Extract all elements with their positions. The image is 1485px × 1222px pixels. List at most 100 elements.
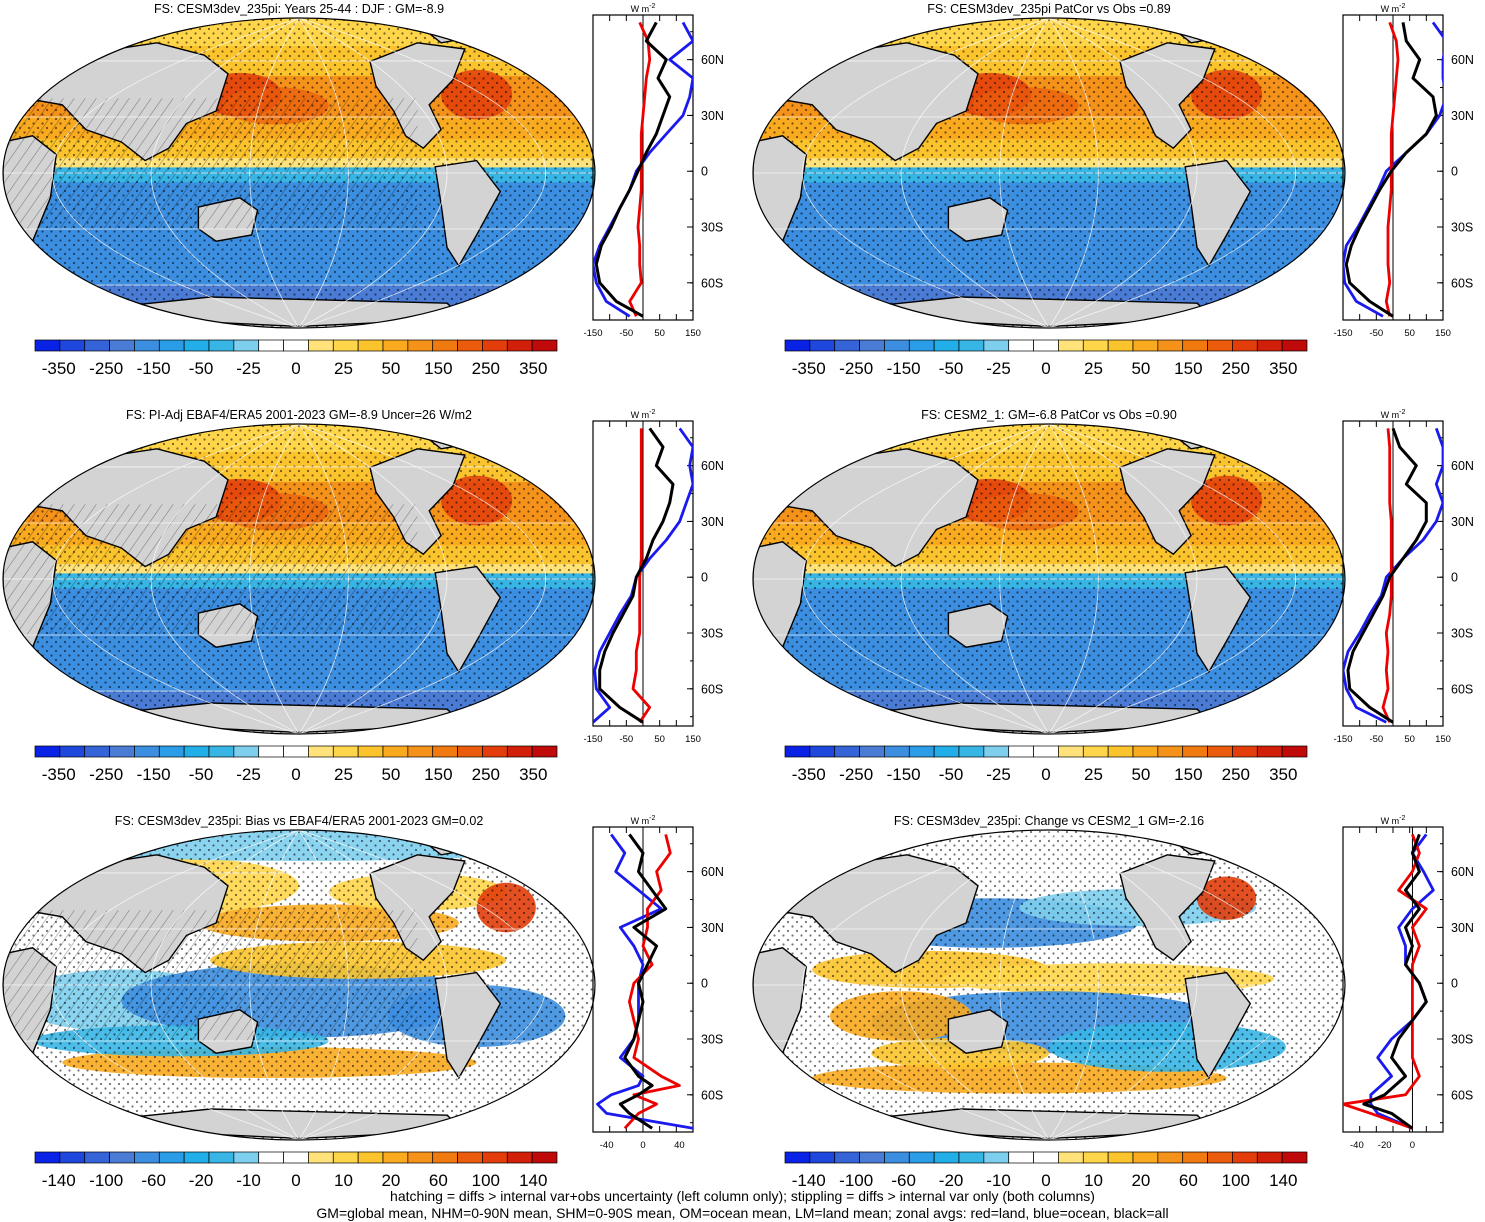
colorbar-box <box>308 745 334 758</box>
graticule-lon <box>298 830 448 1140</box>
zonal-series-ocean <box>596 833 693 1130</box>
x-tick-label: 0 <box>640 1140 645 1151</box>
colorbar-box <box>908 1151 935 1164</box>
colorbar-box <box>1256 1151 1283 1164</box>
colorbar-label: -10 <box>986 1171 1011 1190</box>
colorbar-box <box>1132 339 1159 352</box>
zonal-series-all <box>1362 833 1428 1130</box>
colorbar-label: 20 <box>1131 1171 1150 1190</box>
colorbar-label: -50 <box>189 765 214 784</box>
colorbar-box <box>884 339 910 352</box>
zonal-unit: W m-2 <box>1381 3 1406 14</box>
zonal-mean-panel: W m-2 60N 30N 0 30S 60S -150 -50 50 150 <box>1333 3 1473 339</box>
lat-label: 0 <box>701 977 708 991</box>
x-tick-label: -150 <box>583 734 602 745</box>
colorbar-box <box>933 745 960 758</box>
colorbar-label: -20 <box>189 1171 214 1190</box>
lat-label: 60N <box>701 459 724 473</box>
colorbar-box <box>283 339 309 352</box>
colorbar-box <box>1232 339 1258 352</box>
panel-4: FS: CESM2_1: GM=-6.8 PatCor vs Obs =0.90… <box>752 408 1474 784</box>
graticule-lon <box>1048 830 1099 1140</box>
colorbar-label: 140 <box>519 1171 547 1190</box>
x-tick-label: 150 <box>685 734 701 745</box>
colorbar: -350 -250 -150 -50 -25 0 25 50 150 250 350 <box>34 745 558 784</box>
colorbar-label: 150 <box>1174 359 1202 378</box>
x-tick-label: -50 <box>1369 328 1383 339</box>
colorbar-box <box>134 339 160 352</box>
graticule-lon <box>999 424 1050 734</box>
graticule-lon <box>298 424 349 734</box>
colorbar: -140 -100 -60 -20 -10 0 10 20 60 100 140 <box>784 1151 1308 1190</box>
colorbar-box <box>482 339 508 352</box>
colorbar-label: -350 <box>792 359 826 378</box>
colorbar-box <box>183 1151 210 1164</box>
colorbar-label: 25 <box>334 765 353 784</box>
colorbar: -140 -100 -60 -20 -10 0 10 20 60 100 140 <box>34 1151 558 1190</box>
colorbar-box <box>1008 745 1034 758</box>
map <box>753 18 1345 328</box>
colorbar-label: 50 <box>1131 359 1150 378</box>
colorbar-box <box>531 1151 558 1164</box>
graticule-lon <box>298 830 349 1140</box>
lat-label: 30N <box>701 921 724 935</box>
graticule-lon <box>298 424 448 734</box>
lat-label: 60S <box>701 1088 723 1102</box>
colorbar-label: -50 <box>189 359 214 378</box>
colorbar-box <box>1107 339 1134 352</box>
colorbar-label: 100 <box>472 1171 500 1190</box>
zonal-mean-panel: W m-2 60N 30N 0 30S 60S -150 -50 50 150 <box>583 3 723 339</box>
graticule-lon <box>1048 424 1198 734</box>
zonal-series-land <box>628 21 652 317</box>
colorbar-box <box>1232 1151 1258 1164</box>
lat-label: 30S <box>1451 1033 1473 1047</box>
colorbar-box <box>382 745 409 758</box>
colorbar-box <box>332 745 359 758</box>
lat-label: 30S <box>1451 221 1473 235</box>
colorbar-box <box>1132 1151 1159 1164</box>
zonal-series-all <box>594 21 672 318</box>
map <box>753 830 1345 1140</box>
colorbar-label: 0 <box>291 1171 300 1190</box>
zonal-mean-panel: W m-2 60N 30N 0 30S 60S -150 -50 50 150 <box>1333 409 1473 745</box>
colorbar-box <box>958 339 985 352</box>
lat-label: 30S <box>701 627 723 641</box>
colorbar-box <box>109 1151 135 1164</box>
colorbar-box <box>784 1151 811 1164</box>
x-tick-label: -20 <box>1378 1140 1392 1151</box>
colorbar-label: 50 <box>1131 765 1150 784</box>
colorbar-label: -60 <box>891 1171 916 1190</box>
colorbar-box <box>859 745 885 758</box>
colorbar-label: 25 <box>1084 359 1103 378</box>
colorbar: -350 -250 -150 -50 -25 0 25 50 150 250 350 <box>784 339 1308 378</box>
x-tick-label: -50 <box>619 734 633 745</box>
zonal-series-land <box>1343 833 1428 1130</box>
x-tick-label: -50 <box>1369 734 1383 745</box>
land-mass <box>776 448 979 568</box>
land-mass <box>1119 448 1216 556</box>
colorbar-box <box>908 745 935 758</box>
x-tick-label: 50 <box>1404 734 1415 745</box>
colorbar-box <box>1058 745 1084 758</box>
lat-label: 30N <box>701 109 724 123</box>
colorbar-box <box>1281 745 1308 758</box>
land-mass <box>434 159 502 268</box>
colorbar-box <box>1207 339 1233 352</box>
graticule-lon <box>1048 424 1296 734</box>
zonal-series-ocean <box>1369 833 1435 1130</box>
zonal-unit-exp: -2 <box>1399 815 1405 822</box>
colorbar-box <box>958 1151 985 1164</box>
graticule-lon <box>298 18 546 328</box>
colorbar-label: 0 <box>291 359 300 378</box>
colorbar-box <box>84 1151 110 1164</box>
lat-label: 30S <box>701 1033 723 1047</box>
colorbar-label: -25 <box>986 359 1011 378</box>
map <box>3 424 595 734</box>
panel-6: FS: CESM3dev_235pi: Change vs CESM2_1 GM… <box>752 814 1474 1190</box>
colorbar-label: -100 <box>89 1171 123 1190</box>
colorbar-box <box>859 339 885 352</box>
colorbar-label: -25 <box>236 765 261 784</box>
colorbar-box <box>134 745 160 758</box>
zonal-unit: W m-2 <box>1381 815 1406 826</box>
